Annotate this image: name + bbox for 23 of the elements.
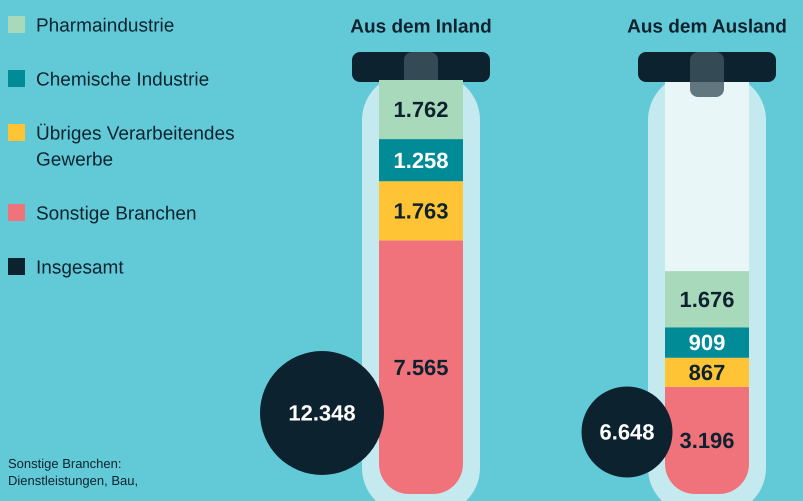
total-circle: 6.648 <box>582 386 672 478</box>
total-circle: 12.348 <box>260 351 384 475</box>
bar <box>665 271 749 328</box>
data-label: 1.762 <box>393 97 449 122</box>
data-label: 1.676 <box>679 286 735 312</box>
data-label: 7.565 <box>393 354 449 380</box>
bar <box>379 181 463 240</box>
legend-label: Übriges Verarbeitendes Gewerbe <box>36 124 235 171</box>
data-label: 3.196 <box>679 428 735 454</box>
data-label: 1.258 <box>393 148 449 173</box>
x-tick-label: Aus dem Ausland <box>627 16 787 38</box>
text: Sonstige Branchen: Dienstleistungen, Bau, <box>8 456 138 488</box>
data-label: 1.763 <box>393 198 449 224</box>
legend-label: Pharmaindustrie <box>36 16 174 37</box>
legend-label: Sonstige Branchen <box>36 204 197 225</box>
x-tick-label: Aus dem Inland <box>350 16 492 38</box>
total-label: 12.348 <box>288 400 356 426</box>
data-label: 909 <box>688 330 726 356</box>
bar <box>379 240 463 494</box>
total-label: 6.648 <box>599 420 655 445</box>
data-label: 867 <box>688 360 726 386</box>
legend-label: Insgesamt <box>36 258 124 279</box>
legend-label: Chemische Industrie <box>36 70 210 91</box>
